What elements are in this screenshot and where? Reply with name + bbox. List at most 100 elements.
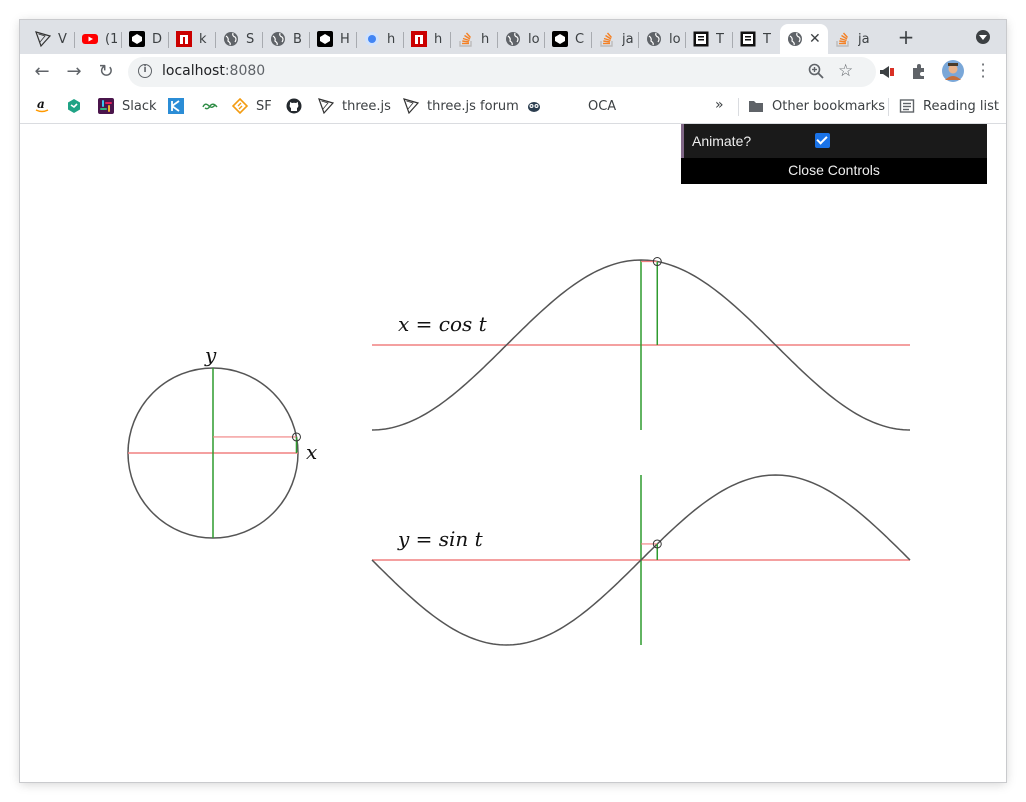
bookmark-10[interactable]	[526, 96, 542, 116]
tab-14[interactable]: lo	[639, 24, 686, 54]
tab-title: T	[716, 31, 724, 47]
youtube-icon	[82, 31, 98, 47]
trig-figure: y x x = cos t y = sin t	[127, 257, 911, 646]
reading-list-label: Reading list	[923, 98, 999, 114]
tab-separator	[215, 32, 216, 48]
other-bookmarks[interactable]: Other bookmarks	[748, 96, 885, 116]
circle-point-marker	[291, 432, 301, 442]
threejs-icon	[403, 98, 419, 114]
bookmark-8[interactable]: three.js	[318, 96, 391, 116]
sin-point-marker	[652, 539, 662, 549]
tab-title: T	[763, 31, 771, 47]
profile-avatar[interactable]	[942, 60, 964, 82]
svg-text:a: a	[37, 98, 45, 111]
new-tab-button[interactable]: +	[897, 25, 915, 49]
tab-10[interactable]: h	[451, 24, 498, 54]
tab-8[interactable]: h	[357, 24, 404, 54]
tab-search-icon[interactable]	[976, 30, 990, 44]
codepen-icon	[129, 31, 145, 47]
tab-title: k	[199, 31, 207, 47]
tab-16[interactable]: T	[733, 24, 780, 54]
bookmark-label: three.js	[342, 98, 391, 114]
codepen-icon	[317, 31, 333, 47]
amazon-icon: a	[34, 98, 50, 114]
bookmark-6[interactable]: SF	[232, 96, 272, 116]
tab-title: h	[387, 31, 396, 47]
sin-curve	[371, 474, 911, 646]
close-tab-icon[interactable]: ✕	[809, 31, 821, 47]
tab-title: V	[58, 31, 67, 47]
github-icon	[286, 98, 302, 114]
back-button[interactable]: ←	[34, 61, 50, 82]
tab-7[interactable]: H	[310, 24, 357, 54]
bookmark-9[interactable]: three.js forum	[403, 96, 519, 116]
kotlin-icon	[168, 98, 184, 114]
forward-button[interactable]: →	[66, 61, 82, 82]
tab-11[interactable]: lo	[498, 24, 545, 54]
tab-3[interactable]: D	[122, 24, 169, 54]
browser-menu-icon[interactable]: · · ·	[980, 55, 986, 86]
tab-15[interactable]: T	[686, 24, 733, 54]
site-info-icon[interactable]: i	[138, 64, 152, 78]
npm-icon	[411, 31, 427, 47]
bookmark-label: OCA	[588, 98, 617, 114]
tab-title: (1	[105, 31, 117, 47]
tab-9[interactable]: h	[404, 24, 451, 54]
sin-label: y = sin t	[397, 527, 484, 551]
threejs-icon	[35, 31, 51, 47]
extensions-puzzle-icon[interactable]	[910, 63, 928, 81]
tab-4[interactable]: k	[169, 24, 216, 54]
globe-icon	[505, 31, 521, 47]
bookmark-3[interactable]: Slack	[98, 96, 157, 116]
bookmark-1[interactable]: a	[34, 96, 50, 116]
bookmark-separator	[888, 98, 889, 116]
geeks-icon	[202, 98, 218, 114]
bookmark-5[interactable]	[202, 96, 218, 116]
npm-icon	[176, 31, 192, 47]
threejs-icon	[318, 98, 334, 114]
reading-list[interactable]: Reading list	[899, 96, 999, 116]
stackoverflow-icon	[835, 31, 851, 47]
address-bar[interactable]: i localhost:8080 ☆	[128, 57, 876, 87]
tab-6[interactable]: B	[263, 24, 310, 54]
bookmark-4[interactable]	[168, 96, 184, 116]
tab-separator	[450, 32, 451, 48]
tab-5[interactable]: S	[216, 24, 263, 54]
animate-checkbox[interactable]	[815, 133, 830, 148]
folder-icon	[749, 101, 763, 112]
close-controls-button[interactable]: Close Controls	[681, 158, 987, 184]
tab-title: H	[340, 31, 350, 47]
notebook-icon	[693, 31, 709, 47]
megaphone-icon[interactable]	[878, 63, 896, 81]
bookmark-2[interactable]	[66, 96, 82, 116]
tab-title: S	[246, 31, 255, 47]
owl-icon	[526, 98, 542, 114]
cos-curve	[371, 259, 911, 431]
bookmark-star-icon[interactable]: ☆	[838, 61, 854, 81]
bookmarks-bar: a Slack SF three.js three.js forum OCA » Othe…	[20, 90, 1006, 124]
tab-title: B	[293, 31, 302, 47]
tab-separator	[262, 32, 263, 48]
sf-icon	[232, 98, 248, 114]
url-text[interactable]: localhost:8080	[162, 63, 266, 79]
tab-1[interactable]: V	[28, 24, 75, 54]
tab-separator	[685, 32, 686, 48]
tab-separator	[732, 32, 733, 48]
tab-13[interactable]: ja	[592, 24, 639, 54]
reload-button[interactable]: ↻	[98, 61, 114, 82]
tab-2[interactable]: (1	[75, 24, 122, 54]
toolbar: ← → ↻ i localhost:8080 ☆ · · ·	[20, 54, 1006, 90]
tab-12[interactable]: C	[545, 24, 592, 54]
bookmark-11[interactable]: OCA	[580, 96, 616, 116]
tab-17[interactable]: ✕	[780, 24, 828, 54]
bookmarks-overflow-chevron[interactable]: »	[715, 97, 724, 113]
tab-separator	[356, 32, 357, 48]
cos-point-marker	[652, 257, 662, 267]
globe-icon	[270, 31, 286, 47]
bookmark-7[interactable]	[286, 96, 302, 116]
tab-18[interactable]: ja	[828, 24, 875, 54]
zoom-icon[interactable]	[808, 63, 824, 79]
tab-title: C	[575, 31, 585, 47]
